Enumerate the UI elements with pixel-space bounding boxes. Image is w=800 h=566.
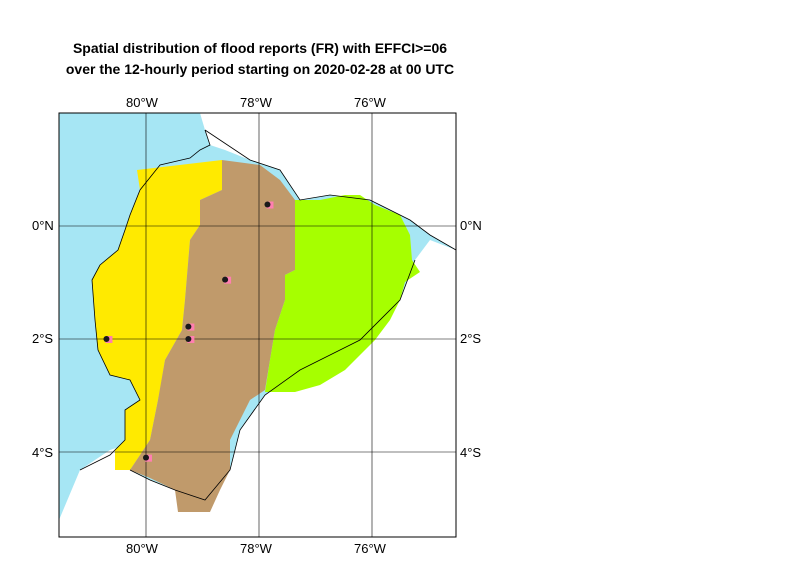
- lat-label-4s-right: 4°S: [460, 445, 482, 460]
- lon-label-80w-bottom: 80°W: [126, 541, 158, 556]
- graticule: [59, 113, 456, 537]
- land-colombia-peru: [200, 113, 456, 250]
- lon-label-78w-top: 78°W: [240, 95, 272, 110]
- map-title-line-2: over the 12-hourly period starting on 20…: [65, 61, 455, 77]
- lat-label-2s-left: 2°S: [32, 331, 54, 346]
- lat-label-0n-right: 0°N: [460, 218, 482, 233]
- flood-report-dot-4: [103, 336, 110, 342]
- lon-label-80w-top: 80°W: [126, 95, 158, 110]
- border-line: [129, 129, 456, 501]
- coastal-region: [92, 160, 222, 470]
- coastline: [79, 129, 211, 471]
- flood-report-dot-2: [185, 323, 192, 330]
- map-title-line-1: Spatial distribution of flood reports (F…: [72, 40, 448, 56]
- lon-label-76w-bottom: 76°W: [354, 541, 386, 556]
- flood-report-dot-3: [185, 336, 192, 342]
- flood-report-markers: [103, 201, 274, 462]
- lon-label-78w-bottom: 78°W: [240, 541, 272, 556]
- amazon-region: [265, 195, 420, 392]
- lon-label-76w-top: 76°W: [354, 95, 386, 110]
- lat-label-4s-left: 4°S: [32, 445, 54, 460]
- flood-report-dot-0: [264, 201, 271, 208]
- lat-label-2s-right: 2°S: [460, 331, 482, 346]
- lat-label-0n-left: 0°N: [32, 218, 54, 233]
- land-peru: [59, 240, 456, 537]
- map-frame: [58, 112, 457, 538]
- highland-region: [130, 160, 295, 512]
- flood-report-dot-1: [222, 276, 229, 283]
- flood-report-dot-5: [143, 454, 149, 461]
